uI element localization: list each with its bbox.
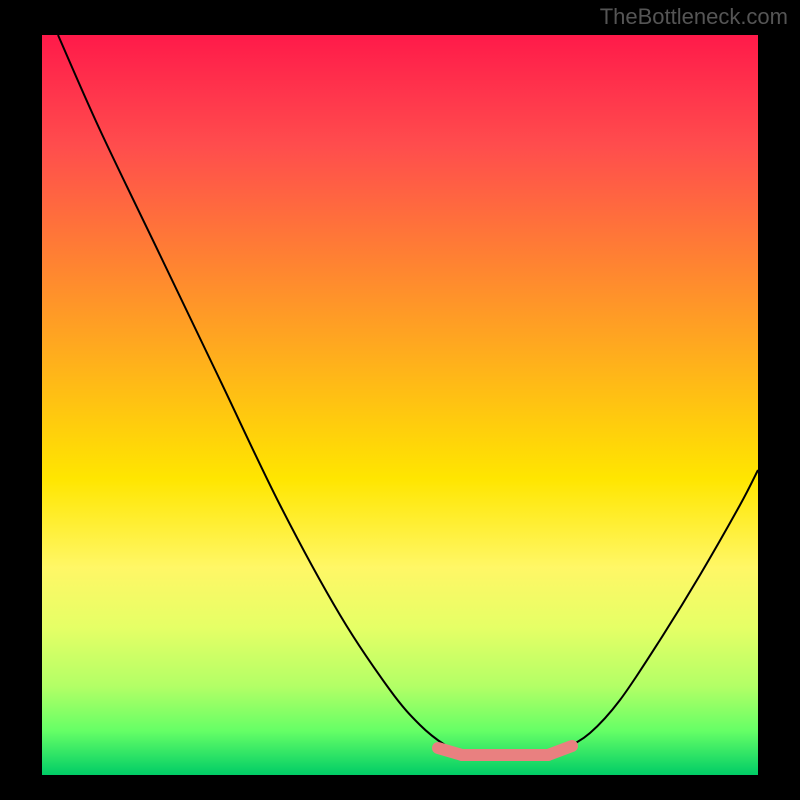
bottleneck-curve <box>58 35 758 757</box>
chart-svg <box>0 0 800 800</box>
highlight-segment <box>548 746 572 755</box>
highlight-group <box>438 746 572 755</box>
watermark-text: TheBottleneck.com <box>600 4 788 30</box>
